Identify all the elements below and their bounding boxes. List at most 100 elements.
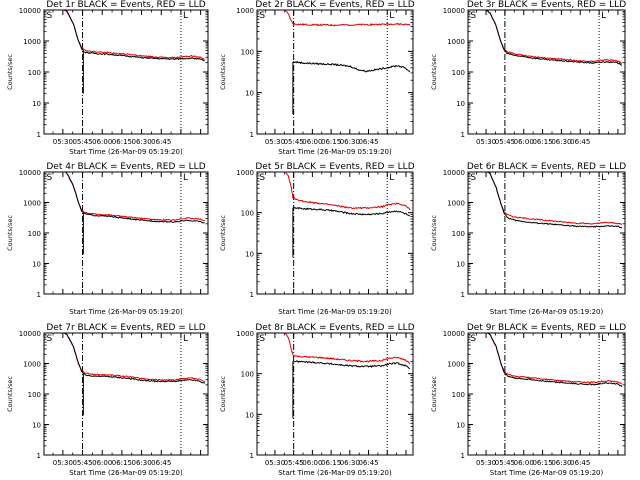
y-tick-label: 100 [241,210,254,218]
panel-title: Det 5r BLACK = Events, RED = LLD [255,162,414,172]
y-tick-label: 1000 [236,169,254,177]
plot-frame [467,9,626,135]
y-axis-label: Counts/sec [430,215,438,251]
y-tick-label: 1 [37,131,41,139]
x-tick-label: 06:30 [340,459,360,467]
y-tick-label: 1000 [23,200,41,208]
x-axis-label: Start Time (26-Mar-09 05:19:20) [490,469,604,477]
x-tick-label: 06:15 [532,138,552,146]
y-tick-label: 100 [28,391,41,399]
plot-frame [256,171,414,295]
x-tick-label: 06:30 [131,459,151,467]
marker-label-L: L [601,173,606,183]
x-tick-label: 06:30 [131,138,151,146]
y-axis-label: Counts/sec [219,215,227,251]
x-tick-label: 06:15 [321,138,341,146]
y-tick-label: 100 [241,371,254,379]
y-tick-label: 10 [245,250,254,258]
y-tick-label: 1 [461,131,465,139]
x-tick-label: 05:30 [476,459,496,467]
panel-9: Det 9r BLACK = Events, RED = LLD 1 10 100 10… [430,323,626,477]
marker-label-L: L [183,11,188,21]
x-tick-label: 06:45 [570,138,590,146]
x-axis-label: Start Time (26-Mar-09 05:19:20) [278,308,392,316]
y-tick-label: 1000 [236,7,254,15]
marker-label-S: S [259,334,265,344]
y-tick-label: 1 [37,452,41,460]
plot-frame [43,171,209,295]
panel-6: Det 6r BLACK = Events, RED = LLD 1 10 100 10… [430,162,626,316]
y-tick-label: 10 [245,90,254,98]
y-tick-label: 100 [28,69,41,77]
panel-title: Det 1r BLACK = Events, RED = LLD [46,0,205,10]
x-tick-label: 06:45 [358,138,378,146]
y-tick-label: 10000 [443,169,465,177]
marker-label-S: S [470,173,476,183]
x-tick-label: 05:45 [72,138,92,146]
x-tick-label: 06:15 [112,138,132,146]
x-tick-label: 06:00 [92,459,112,467]
marker-label-L: L [183,173,188,183]
marker-label-L: L [389,11,394,21]
series-lld-line [283,172,411,211]
plot-frame [256,9,414,135]
marker-label-L: L [389,334,394,344]
y-axis-label: Counts/sec [219,376,227,412]
x-tick-label: 05:30 [53,138,73,146]
marker-label-S: S [46,173,52,183]
plot-data [284,10,411,115]
x-tick-label: 06:15 [532,459,552,467]
y-tick-label: 1000 [23,361,41,369]
series-events-line [292,60,411,73]
plot-data [63,10,205,94]
series-events-line [486,172,623,229]
x-tick-label: 05:45 [284,459,304,467]
y-tick-label: 1000 [447,361,465,369]
plot-data [486,333,623,387]
plot-frame [467,332,626,456]
panel-5: Det 5r BLACK = Events, RED = LLD 1 10 100 10… [219,162,415,316]
series-events-line [486,333,623,387]
x-tick-label: 06:45 [151,138,171,146]
panel-1: Det 1r BLACK = Events, RED = LLD 1 10 100 10… [6,0,209,156]
y-tick-label: 10 [456,100,465,108]
x-axis-label: Start Time (26-Mar-09 05:19:20) [69,308,183,316]
y-axis-label: Counts/sec [430,54,438,90]
panel-4: Det 4r BLACK = Events, RED = LLD 1 10 100 10… [6,162,209,316]
y-tick-label: 10 [245,411,254,419]
series-events-line [485,10,623,66]
panel-title: Det 3r BLACK = Events, RED = LLD [467,0,626,10]
y-tick-label: 10 [32,422,41,430]
series-events-line [292,206,411,217]
y-tick-label: 10 [32,261,41,269]
x-tick-label: 06:00 [302,138,322,146]
y-tick-label: 1 [250,131,254,139]
x-axis-label: Start Time (26-Mar-09 05:19:20) [69,148,183,156]
plot-frame [256,332,414,456]
y-tick-label: 10000 [443,330,465,338]
y-tick-label: 10000 [19,169,41,177]
panel-title: Det 6r BLACK = Events, RED = LLD [467,162,626,172]
plot-data [62,172,205,255]
plot-frame [467,171,626,295]
y-tick-label: 1 [461,291,465,299]
x-tick-label: 06:45 [151,459,171,467]
x-tick-label: 05:45 [495,138,515,146]
plot-data [486,172,623,229]
y-tick-label: 1 [250,452,254,460]
series-events-line [63,333,206,384]
y-tick-label: 100 [28,230,41,238]
panel-title: Det 9r BLACK = Events, RED = LLD [467,323,626,333]
plot-frame [43,332,209,456]
panel-8: Det 8r BLACK = Events, RED = LLD 1 10 100 10… [219,323,415,477]
x-tick-label: 05:30 [476,138,496,146]
y-tick-label: 1 [37,291,41,299]
series-events-line [62,172,205,224]
y-axis-label: Counts/sec [430,376,438,412]
plot-frame [43,9,209,135]
x-axis-label: Start Time (26-Mar-09 05:19:20) [490,308,604,316]
y-axis-label: Counts/sec [6,215,14,251]
y-tick-label: 10000 [443,7,465,15]
series-events-line [63,10,205,62]
y-tick-label: 1 [250,291,254,299]
